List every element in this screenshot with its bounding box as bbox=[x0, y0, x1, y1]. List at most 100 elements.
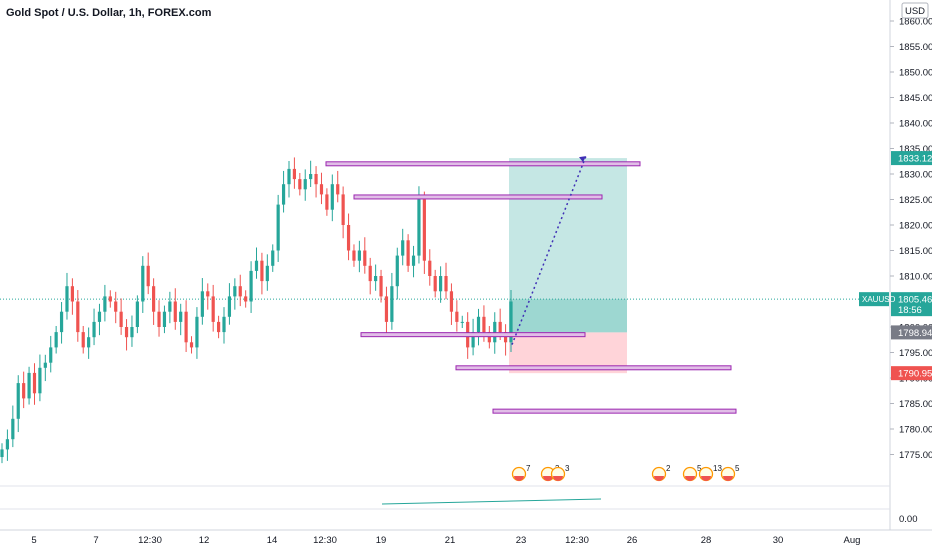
candle-body[interactable] bbox=[103, 296, 107, 312]
projection-path[interactable] bbox=[511, 155, 587, 345]
candle-body[interactable] bbox=[346, 225, 351, 251]
earnings-icon[interactable]: 2 bbox=[651, 464, 672, 482]
candle-body[interactable] bbox=[146, 265, 150, 287]
candle-body[interactable] bbox=[314, 174, 318, 185]
earnings-icon[interactable]: 7 bbox=[511, 464, 532, 482]
candle-body[interactable] bbox=[162, 311, 167, 327]
candle-body[interactable] bbox=[108, 296, 112, 302]
candle-body[interactable] bbox=[141, 265, 145, 302]
candle-body[interactable] bbox=[439, 276, 443, 292]
candle-body[interactable] bbox=[471, 332, 475, 348]
level-rectangle[interactable] bbox=[360, 332, 586, 338]
candle-body[interactable] bbox=[357, 250, 361, 261]
candle-body[interactable] bbox=[330, 184, 334, 210]
candle-body[interactable] bbox=[444, 276, 448, 292]
candle-body[interactable] bbox=[87, 337, 91, 348]
candle-body[interactable] bbox=[206, 291, 210, 297]
candle-body[interactable] bbox=[384, 296, 389, 322]
currency-badge[interactable]: USD bbox=[901, 2, 929, 19]
candle-body[interactable] bbox=[189, 342, 194, 348]
candle-body[interactable] bbox=[422, 199, 426, 261]
candle-body[interactable] bbox=[152, 286, 156, 312]
candle-body[interactable] bbox=[11, 418, 15, 440]
candle-body[interactable] bbox=[222, 316, 226, 333]
target-price-tag[interactable]: 1833.12 bbox=[891, 151, 932, 166]
candle-body[interactable] bbox=[233, 286, 237, 297]
candle-body[interactable] bbox=[27, 372, 31, 399]
candle-body[interactable] bbox=[265, 265, 269, 282]
candle-body[interactable] bbox=[487, 332, 491, 343]
candle-body[interactable] bbox=[249, 270, 253, 302]
candle-body[interactable] bbox=[5, 439, 10, 450]
candle-body[interactable] bbox=[498, 321, 502, 333]
level-rectangle[interactable] bbox=[492, 408, 737, 414]
candle-body[interactable] bbox=[22, 383, 26, 399]
candle-body[interactable] bbox=[292, 168, 297, 180]
candle-body[interactable] bbox=[54, 332, 58, 348]
candle-body[interactable] bbox=[390, 286, 394, 322]
candle-body[interactable] bbox=[433, 276, 437, 292]
candle-body[interactable] bbox=[254, 260, 259, 271]
candle-body[interactable] bbox=[303, 179, 307, 190]
level-rectangle[interactable] bbox=[353, 194, 603, 200]
candle-body[interactable] bbox=[379, 276, 383, 297]
entry-price-tag[interactable]: 1798.94 bbox=[891, 325, 932, 340]
candle-body[interactable] bbox=[281, 184, 286, 205]
candle-body[interactable] bbox=[119, 311, 123, 327]
candle-body[interactable] bbox=[43, 362, 47, 368]
candle-body[interactable] bbox=[65, 286, 69, 312]
candle-body[interactable] bbox=[482, 316, 486, 333]
candle-body[interactable] bbox=[97, 311, 102, 322]
candle-body[interactable] bbox=[509, 301, 513, 343]
price-scale-bg[interactable] bbox=[890, 0, 932, 550]
candle-body[interactable] bbox=[227, 296, 232, 317]
candle-body[interactable] bbox=[32, 372, 37, 394]
candle-body[interactable] bbox=[124, 327, 129, 338]
candle-body[interactable] bbox=[38, 367, 42, 394]
candle-body[interactable] bbox=[157, 311, 161, 327]
candle-body[interactable] bbox=[216, 321, 221, 333]
candle-body[interactable] bbox=[352, 250, 356, 261]
stop-price-tag[interactable]: 1790.95 bbox=[891, 366, 932, 381]
candle-body[interactable] bbox=[135, 301, 139, 328]
candle-body[interactable] bbox=[363, 250, 367, 266]
candle-body[interactable] bbox=[336, 184, 340, 195]
candle-body[interactable] bbox=[395, 255, 399, 287]
candle-body[interactable] bbox=[168, 301, 172, 312]
candle-body[interactable] bbox=[184, 311, 188, 343]
candle-body[interactable] bbox=[260, 260, 264, 282]
level-rectangle[interactable] bbox=[455, 365, 732, 371]
earnings-icon[interactable]: 3 bbox=[550, 464, 571, 482]
candle-body[interactable] bbox=[493, 321, 497, 343]
candle-body[interactable] bbox=[195, 316, 199, 348]
candle-body[interactable] bbox=[179, 311, 183, 322]
candle-body[interactable] bbox=[460, 321, 464, 323]
candle-body[interactable] bbox=[238, 286, 242, 297]
candle-body[interactable] bbox=[271, 250, 275, 266]
candle-body[interactable] bbox=[449, 291, 454, 312]
profit-zone[interactable] bbox=[509, 158, 627, 300]
candle-body[interactable] bbox=[49, 347, 53, 363]
candle-body[interactable] bbox=[244, 296, 248, 302]
candle-body[interactable] bbox=[76, 301, 80, 333]
candle-body[interactable] bbox=[16, 383, 20, 419]
earnings-icon[interactable]: 5 bbox=[682, 464, 703, 482]
candle-body[interactable] bbox=[59, 311, 64, 333]
candle-body[interactable] bbox=[309, 174, 313, 180]
candle-body[interactable] bbox=[130, 327, 134, 338]
candle-body[interactable] bbox=[503, 332, 508, 343]
candle-body[interactable] bbox=[476, 316, 481, 333]
candle-body[interactable] bbox=[211, 296, 215, 322]
candle-body[interactable] bbox=[428, 260, 432, 276]
earnings-icon[interactable]: 5 bbox=[720, 464, 741, 482]
candle-body[interactable] bbox=[276, 204, 280, 251]
candle-body[interactable] bbox=[114, 301, 118, 312]
candle-body[interactable] bbox=[401, 240, 405, 256]
candle-body[interactable] bbox=[319, 184, 324, 195]
candle-body[interactable] bbox=[325, 194, 329, 210]
ticker-tag[interactable]: XAUUSD bbox=[859, 292, 896, 307]
candle-body[interactable] bbox=[298, 179, 302, 190]
candle-body[interactable] bbox=[368, 265, 372, 282]
candle-body[interactable] bbox=[411, 255, 416, 266]
